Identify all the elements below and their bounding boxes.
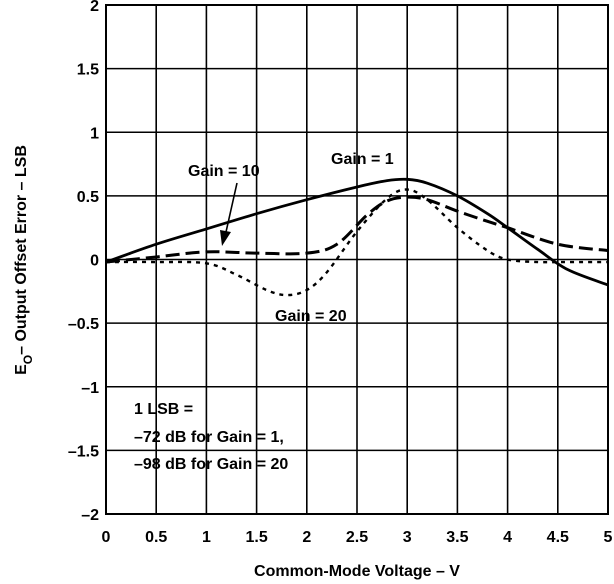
x-tick-label: 1.5 <box>245 529 267 546</box>
x-tick-labels: 0 0.5 1 1.5 2 2.5 3 3.5 4 4.5 5 <box>102 529 613 546</box>
y-axis-title-sub: O <box>21 355 35 364</box>
series-lines <box>105 177 609 297</box>
y-tick-label: 2 <box>90 0 99 15</box>
y-tick-label: 0.5 <box>77 189 99 206</box>
lsb-note-line-3: –98 dB for Gain = 20 <box>134 456 288 473</box>
y-tick-label: 0 <box>90 253 99 270</box>
x-tick-label: 2.5 <box>346 529 368 546</box>
x-tick-label: 4 <box>503 529 512 546</box>
y-axis-title-text: EO– Output Offset Error – LSB <box>13 145 35 375</box>
y-tick-label: –1 <box>81 380 99 397</box>
gain-1-label: Gain = 1 <box>331 151 394 168</box>
x-axis-title: Common-Mode Voltage – V <box>254 563 460 580</box>
series-gain-1 <box>105 177 609 287</box>
x-tick-label: 1 <box>202 529 211 546</box>
series-gain-20 <box>105 188 608 297</box>
y-tick-label: 1.5 <box>77 62 99 79</box>
x-tick-label: 4.5 <box>547 529 569 546</box>
gain-10-arrow-shaft <box>225 182 238 233</box>
y-axis-title-rest: – Output Offset Error – LSB <box>13 145 30 355</box>
x-tick-label: 3.5 <box>446 529 468 546</box>
gain-10-label: Gain = 10 <box>188 163 260 180</box>
x-tick-label: 2 <box>302 529 311 546</box>
x-tick-label: 5 <box>604 529 613 546</box>
x-tick-label: 0.5 <box>145 529 167 546</box>
lsb-note-line-2: –72 dB for Gain = 1, <box>134 429 284 446</box>
y-axis-title: EO– Output Offset Error – LSB <box>13 145 35 375</box>
x-tick-label: 3 <box>403 529 412 546</box>
y-tick-label: –0.5 <box>68 316 99 333</box>
grid <box>106 5 608 514</box>
y-tick-label: –2 <box>81 507 99 524</box>
lsb-note-line-1: 1 LSB = <box>134 401 193 418</box>
y-axis-title-main: E <box>13 364 30 375</box>
y-tick-labels: –2 –1.5 –1 –0.5 0 0.5 1 1.5 2 <box>68 0 99 524</box>
gain-20-label: Gain = 20 <box>275 308 347 325</box>
gain-10-arrow-head <box>220 230 231 246</box>
y-tick-label: 1 <box>90 125 99 142</box>
y-tick-label: –1.5 <box>68 443 99 460</box>
x-tick-label: 0 <box>102 529 111 546</box>
